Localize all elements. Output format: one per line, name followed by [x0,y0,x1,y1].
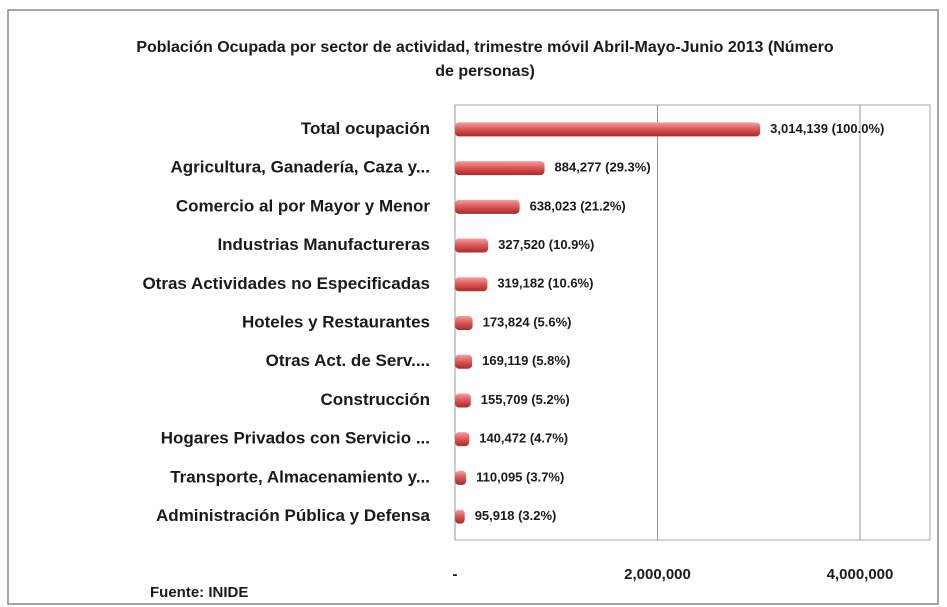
data-label: 140,472 (4.7%) [479,431,568,446]
bar [455,316,473,330]
y-tick-label: Agricultura, Ganadería, Caza y... [171,158,431,177]
data-label: 110,095 (3.7%) [476,469,564,484]
y-tick-label: Hogares Privados con Servicio ... [161,429,430,448]
source: Fuente: INIDE [150,584,248,601]
data-label: 327,520 (10.9%) [498,237,594,252]
bar [455,470,467,485]
bar [455,277,488,292]
y-tick-label: Comercio al por Mayor y Menor [176,196,430,215]
y-tick-label: Hoteles y Restaurantes [242,312,430,331]
y-tick-label: Administración Pública y Defensa [156,506,431,525]
data-label: 95,918 (3.2%) [475,508,557,523]
data-label: 319,182 (10.6%) [497,276,593,291]
x-tick-label: - [453,566,458,583]
data-label: 173,824 (5.6%) [483,314,572,329]
bar [455,509,465,524]
chart-title: Población Ocupada por sector de activida… [136,39,834,80]
data-label: 155,709 (5.2%) [481,392,570,407]
y-tick-label: Transporte, Almacenamiento y... [170,467,430,486]
data-label: 169,119 (5.8%) [482,353,570,368]
bar [455,199,520,214]
bar [455,393,471,408]
y-tick-label: Total ocupación [301,119,430,138]
data-label: 3,014,139 (100.0%) [770,121,884,136]
y-tick-label: Industrias Manufactureras [217,235,430,254]
chart-frame [7,9,939,605]
bar [455,354,473,369]
y-tick-label: Construcción [320,390,430,409]
x-tick-label: 4,000,000 [827,566,894,583]
y-tick-label: Otras Act. de Serv.... [266,351,430,370]
bar [455,122,761,137]
data-label: 884,277 (29.3%) [555,160,651,175]
data-label: 638,023 (21.2%) [530,198,626,213]
x-tick-label: 2,000,000 [624,566,691,583]
bar [455,432,470,447]
bar [455,238,489,253]
y-tick-label: Otras Actividades no Especificadas [142,274,430,293]
bar [455,161,545,176]
